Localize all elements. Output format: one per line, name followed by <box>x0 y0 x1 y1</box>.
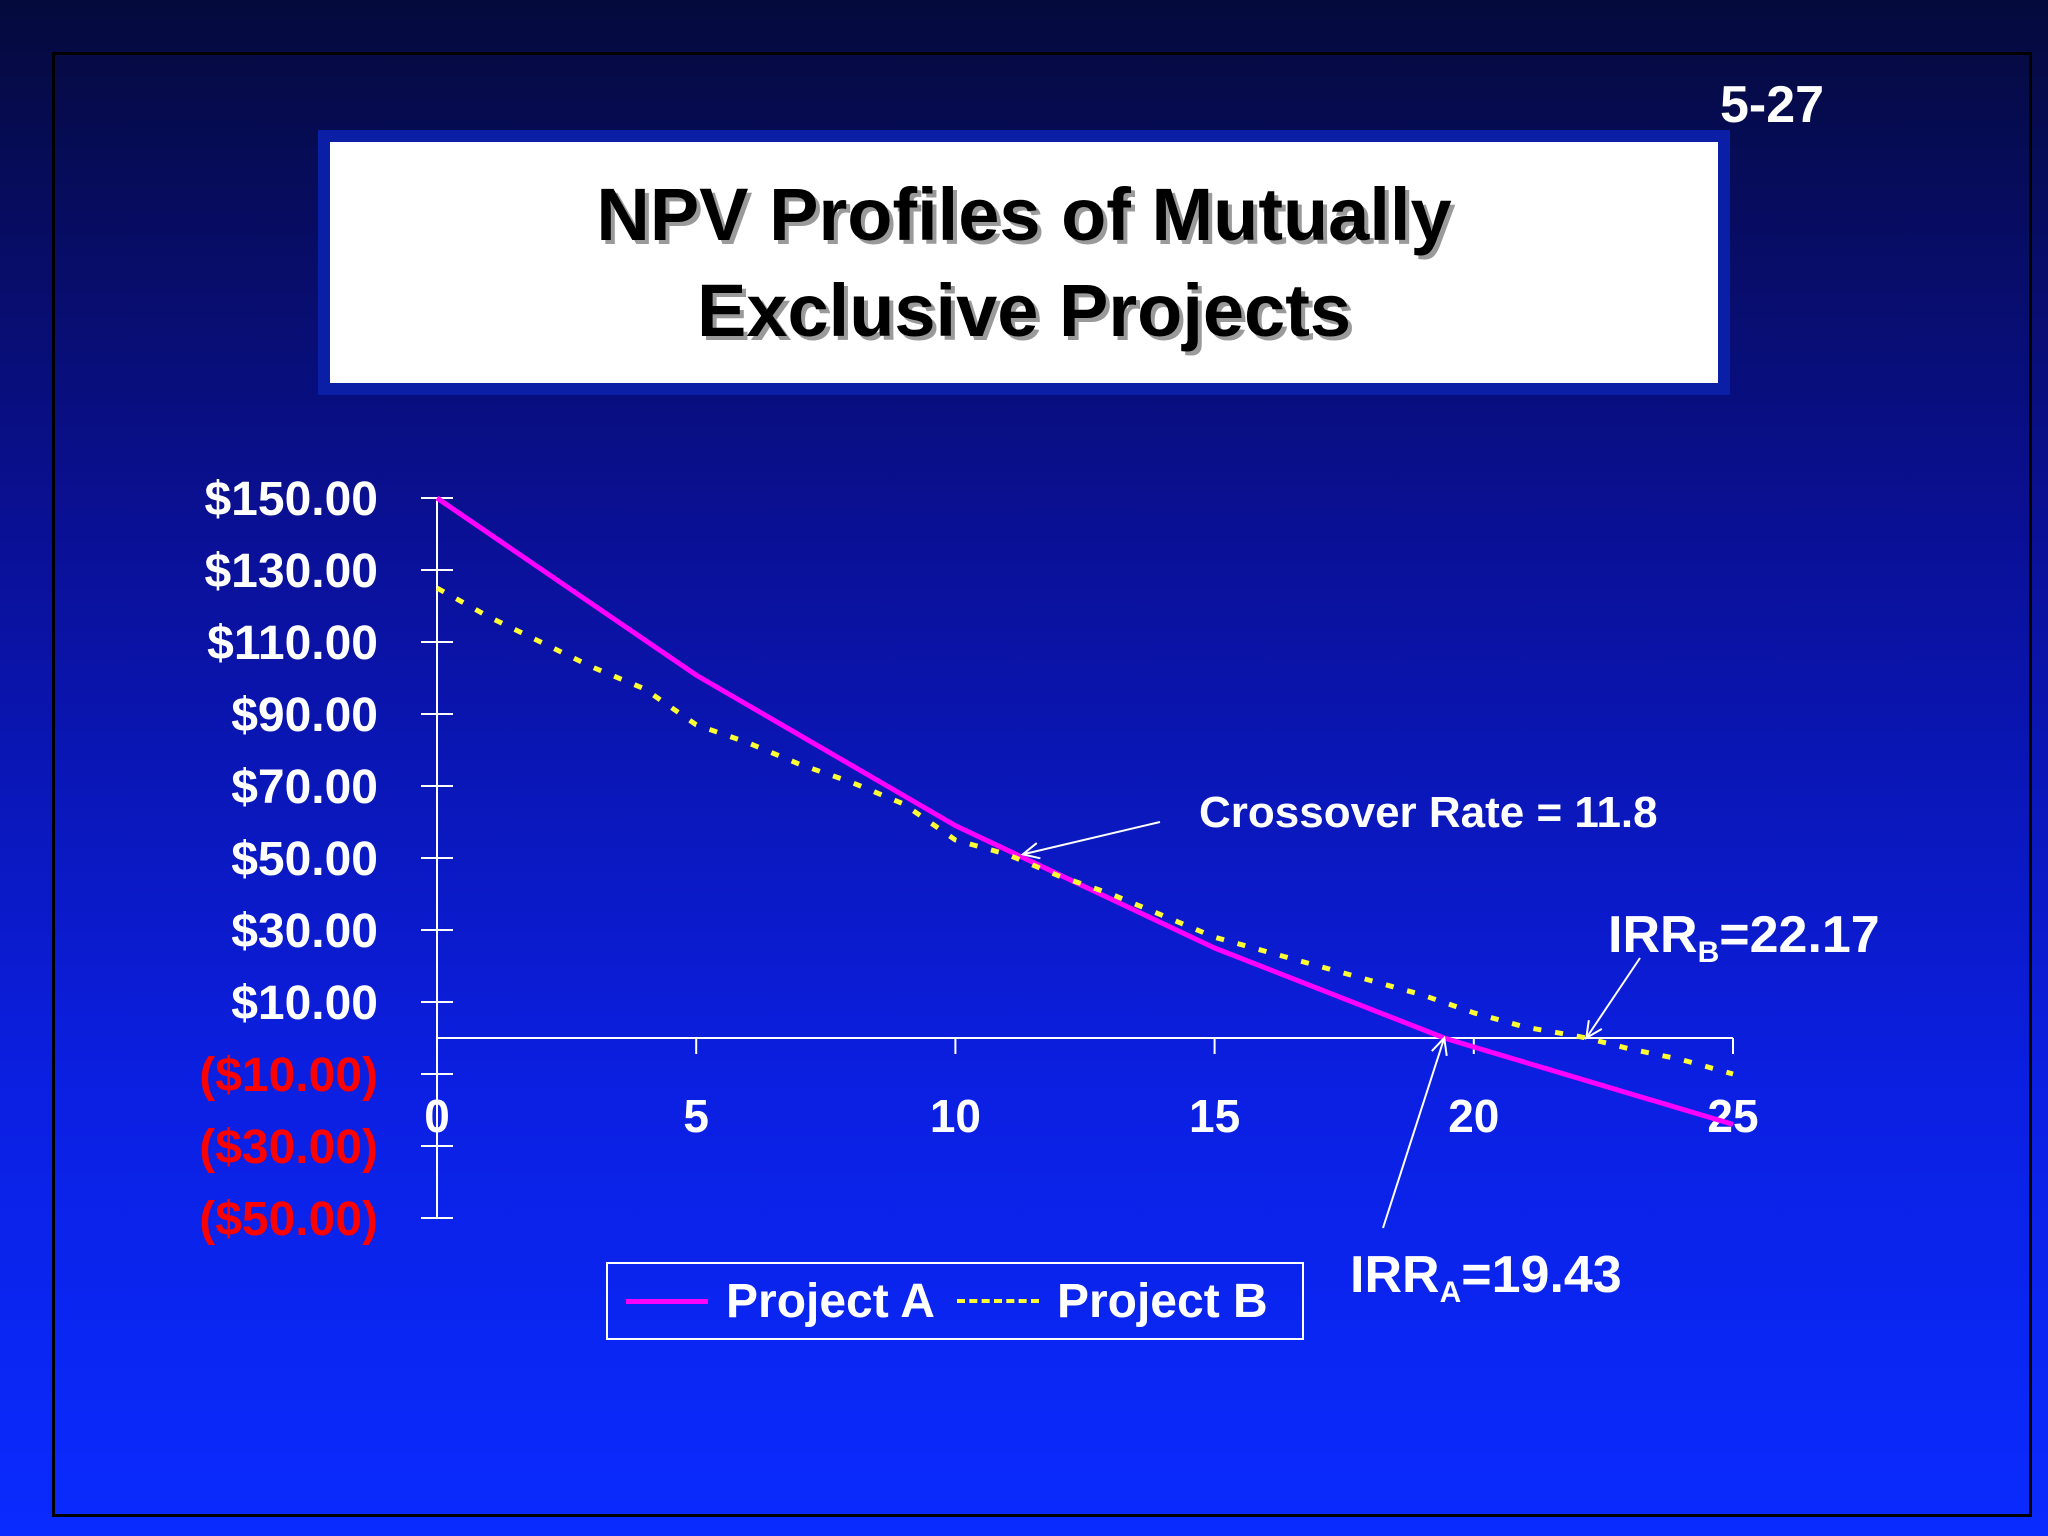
title-line-2: Exclusive Projects <box>696 268 1352 352</box>
x-tick-label: 5 <box>683 1090 709 1142</box>
series-layer <box>435 495 1734 1127</box>
slide-frame <box>52 52 2032 1517</box>
chart-legend: Project A Project B <box>606 1262 1304 1340</box>
irr-b-sub: B <box>1697 936 1720 969</box>
irr-a-sub: A <box>1439 1276 1462 1309</box>
project-b-line <box>435 585 1734 1077</box>
irr-a-arrow-head <box>1431 1035 1448 1056</box>
irr-b-arrow-shaft <box>1585 957 1641 1039</box>
y-tick-label: ($10.00) <box>199 1049 378 1102</box>
y-tick-label: ($50.00) <box>199 1193 378 1246</box>
x-tick-label: 20 <box>1448 1090 1499 1142</box>
title-line-1: NPV Profiles of Mutually <box>596 172 1452 256</box>
crossover-arrow-head <box>1020 842 1041 860</box>
x-tick-label: 15 <box>1189 1090 1240 1142</box>
legend-swatch-project-b <box>956 1299 1039 1303</box>
project-a-line <box>435 495 1734 1127</box>
y-tick-label: $150.00 <box>204 473 378 526</box>
irr-a-prefix: IRR <box>1350 1246 1440 1304</box>
crossover-arrow-shaft <box>1022 821 1161 856</box>
crossover-arrow <box>1020 821 1161 860</box>
y-tick-label: $90.00 <box>231 689 378 742</box>
y-tick-label: $70.00 <box>231 761 378 814</box>
annotation-arrows <box>1020 821 1641 1229</box>
y-tick-label: $50.00 <box>231 833 378 886</box>
irr-b-arrow <box>1585 957 1641 1040</box>
irr-a-arrow-shaft <box>1382 1037 1446 1229</box>
irr-a-value: =19.43 <box>1461 1246 1622 1304</box>
y-tick-label: $130.00 <box>204 545 378 598</box>
irr-a-arrow <box>1382 1035 1448 1229</box>
crossover-label: Crossover Rate = 11.8 <box>1199 788 1658 837</box>
legend-label-project-a: Project A <box>726 1274 935 1328</box>
y-tick-label: ($30.00) <box>199 1121 378 1174</box>
title-box: NPV Profiles of Mutually Exclusive Proje… <box>318 130 1730 395</box>
irr-b-label: IRRB=22.17 <box>1608 905 1880 970</box>
irr-b-prefix: IRR <box>1608 906 1698 964</box>
y-tick-label: $110.00 <box>207 617 378 670</box>
irr-a-label: IRRA=19.43 <box>1350 1245 1622 1310</box>
legend-label-project-b: Project B <box>1056 1274 1268 1328</box>
tick-labels: $150.00 $130.00 $110.00 $90.00 $70.00 $50.00 $… <box>199 473 1758 1246</box>
irr-b-arrow-head <box>1585 1020 1603 1040</box>
x-tick-label: 10 <box>930 1090 981 1142</box>
x-tick-label: 25 <box>1707 1090 1758 1142</box>
legend-swatch-project-a <box>626 1298 708 1304</box>
irr-b-value: =22.17 <box>1719 906 1880 964</box>
slide-number: 5-27 <box>1720 76 1825 134</box>
chart-axes <box>421 497 1734 1219</box>
x-tick-label: 0 <box>424 1090 450 1142</box>
y-tick-label: $10.00 <box>231 977 378 1030</box>
y-tick-label: $30.00 <box>231 905 378 958</box>
